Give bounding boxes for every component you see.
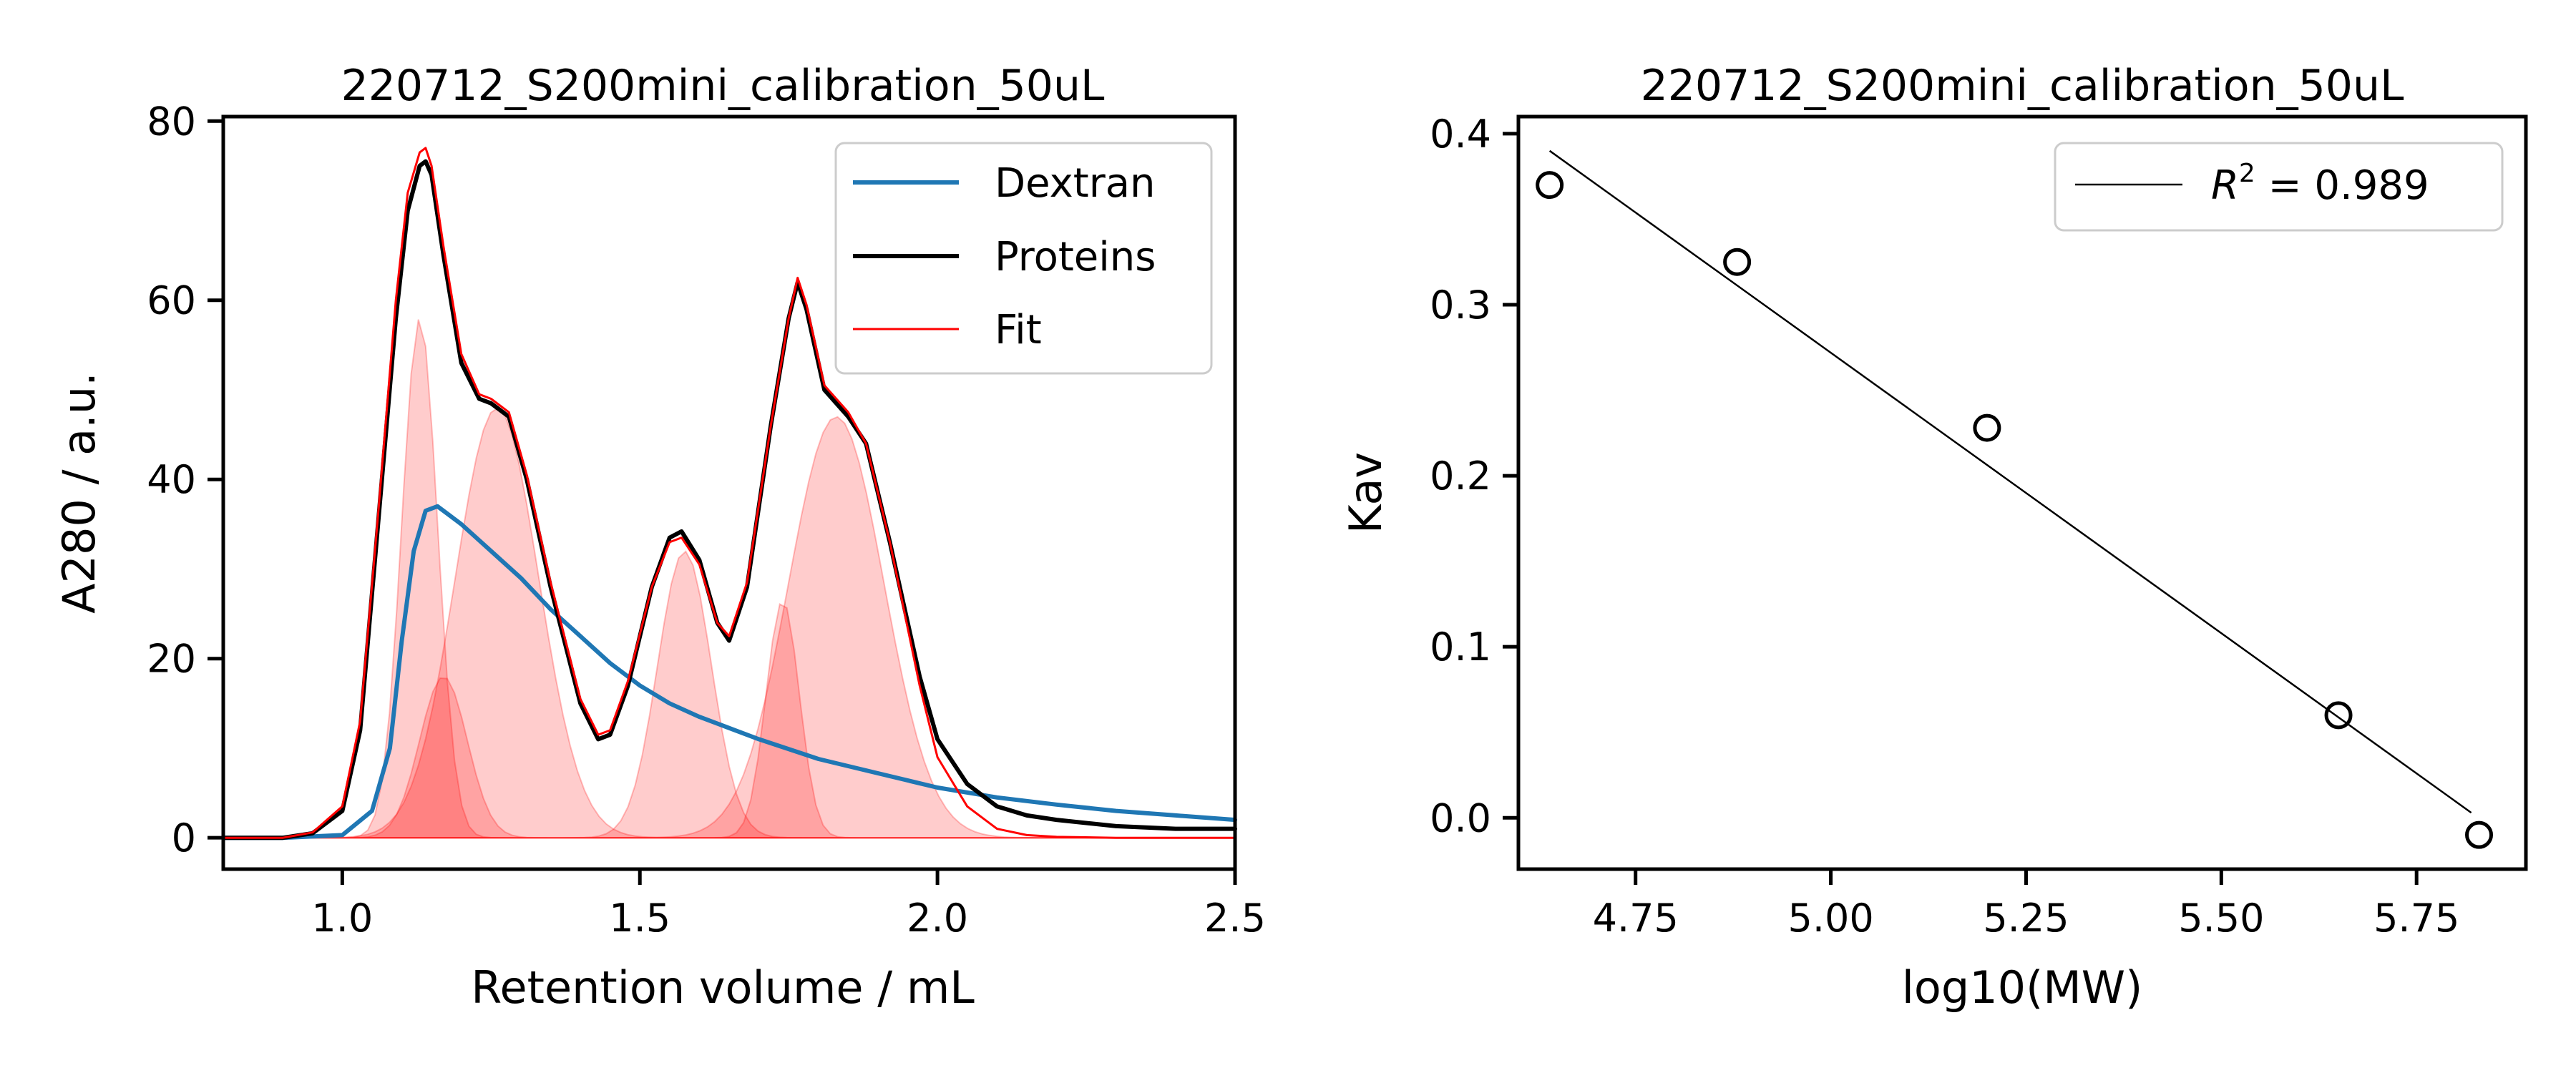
legend-label-dextran: Dextran — [995, 160, 1156, 207]
chart-left-legend: Dextran Proteins Fit — [834, 142, 1213, 375]
x-tick-label: 1.0 — [311, 896, 373, 941]
regression-line — [1548, 150, 2472, 814]
chromatogram-chart: 220712_S200mini_calibration_50uL 1.0 1.5 2… — [53, 61, 1266, 1014]
chromatogram-series — [221, 147, 1237, 841]
y-tick-label: 0.1 — [1430, 624, 1491, 670]
calibration-point — [1536, 171, 1564, 200]
legend-label-r2: R2 = 0.989 — [2211, 159, 2429, 209]
chart-left-frame — [221, 114, 1237, 871]
y-tick-label: 60 — [147, 278, 196, 323]
calibration-points — [1536, 171, 2494, 849]
x-tick-label: 5.25 — [1983, 896, 2069, 941]
x-tick-label: 5.00 — [1787, 896, 1873, 941]
x-tick-label: 2.0 — [907, 896, 968, 941]
y-tick-label: 0.2 — [1430, 454, 1491, 499]
x-tick-label: 5.75 — [2373, 896, 2459, 941]
chart-left-y-label: A280 / a.u. — [53, 372, 105, 614]
chart-left-x-ticks: 1.0 1.5 2.0 2.5 — [311, 869, 1266, 941]
y-tick-label: 0.3 — [1430, 283, 1491, 328]
calibration-chart: 220712_S200mini_calibration_50uL 4.75 5.0… — [1340, 61, 2528, 1014]
y-tick-label: 40 — [147, 457, 196, 502]
y-tick-label: 0.4 — [1430, 112, 1491, 157]
calibration-point — [1973, 413, 2001, 442]
series-dextran — [221, 504, 1237, 841]
chart-right-y-ticks: 0.0 0.1 0.2 0.3 0.4 — [1430, 112, 1518, 841]
x-tick-label: 2.5 — [1204, 896, 1266, 941]
x-tick-label: 5.50 — [2178, 896, 2264, 941]
legend-box — [2054, 142, 2504, 232]
series-fit — [222, 147, 1236, 839]
chart-left-title: 220712_S200mini_calibration_50uL — [341, 61, 1105, 111]
x-tick-label: 1.5 — [609, 896, 670, 941]
chart-right-x-ticks: 4.75 5.00 5.25 5.50 5.75 — [1593, 869, 2459, 941]
chart-right-frame — [1516, 114, 2528, 871]
calibration-fit-line — [1548, 150, 2472, 814]
chart-right-x-label: log10(MW) — [1902, 961, 2143, 1014]
chart-right-title: 220712_S200mini_calibration_50uL — [1641, 61, 2404, 111]
y-tick-label: 0.0 — [1430, 795, 1491, 841]
chart-right-y-label: Kav — [1340, 452, 1392, 534]
y-tick-label: 0 — [172, 815, 196, 861]
chart-left-y-ticks: 0 20 40 60 80 — [147, 99, 223, 861]
calibration-point — [2324, 701, 2353, 730]
legend-box — [834, 142, 1213, 375]
calibration-point — [2465, 820, 2494, 849]
y-tick-label: 80 — [147, 99, 196, 144]
chart-left-x-label: Retention volume / mL — [471, 961, 975, 1014]
legend-label-fit: Fit — [995, 307, 1042, 353]
x-tick-label: 4.75 — [1593, 896, 1679, 941]
calibration-point — [1723, 248, 1752, 276]
legend-label-proteins: Proteins — [995, 234, 1156, 280]
chart-right-legend: R2 = 0.989 — [2054, 142, 2504, 232]
y-tick-label: 20 — [147, 637, 196, 682]
